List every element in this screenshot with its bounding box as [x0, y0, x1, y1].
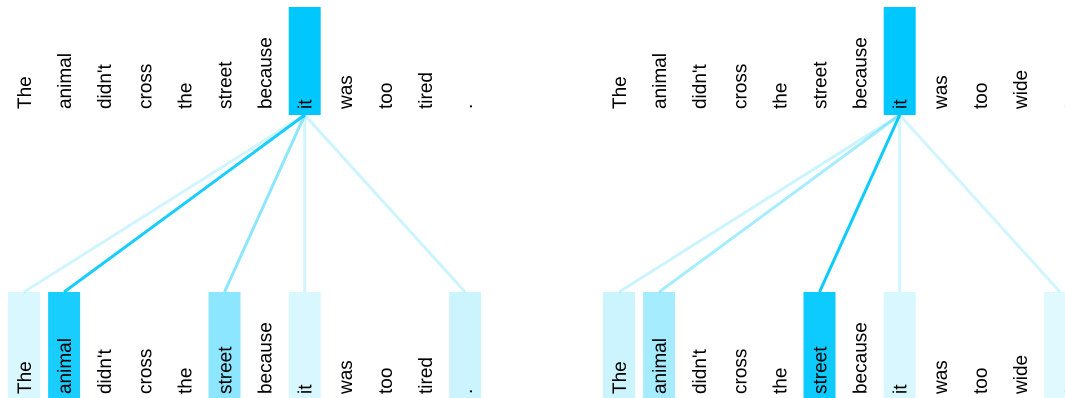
bottom-token: the — [175, 368, 196, 394]
top-token: street — [216, 61, 237, 109]
query-highlight — [883, 7, 916, 115]
attention-line-11 — [303, 113, 467, 294]
bottom-token: wide — [1011, 355, 1032, 395]
attention-line-5 — [223, 114, 307, 293]
top-token: tired — [416, 72, 437, 109]
attention-line-1 — [658, 113, 901, 294]
top-token: too — [971, 83, 992, 109]
top-token: was — [336, 75, 357, 110]
top-token: The — [610, 76, 631, 109]
bottom-token: too — [971, 368, 992, 394]
attention-line-1 — [63, 113, 306, 294]
bottom-token: animal — [55, 338, 76, 394]
bottom-token: it — [891, 384, 912, 394]
attention-line-11 — [898, 113, 1062, 294]
top-token: cross — [730, 64, 751, 109]
top-token: street — [811, 61, 832, 109]
attention-line-5 — [818, 114, 902, 293]
bottom-token: it — [296, 384, 317, 394]
attention-panel-1: The animal didn't cross the street because it wa… — [8, 7, 482, 398]
top-token: didn't — [95, 63, 116, 109]
bottom-token: . — [1051, 389, 1065, 394]
query-highlight — [288, 7, 321, 115]
bottom-token: didn't — [95, 348, 116, 394]
bottom-token: tired — [416, 357, 437, 394]
bottom-token: cross — [135, 349, 156, 394]
top-token: . — [456, 104, 477, 109]
attention-weight-box-11 — [1044, 292, 1065, 398]
top-token: animal — [650, 53, 671, 109]
top-token: it — [891, 99, 912, 109]
top-token: cross — [135, 64, 156, 109]
bottom-token: was — [336, 360, 357, 395]
attention-weight-box-0 — [8, 292, 40, 398]
bottom-token: was — [931, 360, 952, 395]
top-token: because — [256, 37, 277, 109]
attention-line-0 — [618, 113, 901, 294]
top-token: wide — [1011, 70, 1032, 110]
attention-panel-2: The animal didn't cross the street because it wa… — [603, 7, 1065, 398]
bottom-token: . — [456, 389, 477, 394]
top-token: . — [1051, 104, 1065, 109]
attention-weight-box-1 — [48, 292, 81, 398]
attention-weight-box-0 — [603, 292, 635, 398]
bottom-token: The — [610, 361, 631, 394]
bottom-token: the — [770, 368, 791, 394]
attention-weight-box-5 — [208, 292, 241, 398]
bottom-token: The — [15, 361, 36, 394]
top-token: too — [376, 83, 397, 109]
top-token: the — [770, 83, 791, 109]
attention-weight-box-7 — [883, 292, 916, 398]
top-token: The — [15, 76, 36, 109]
attention-line-0 — [23, 113, 306, 294]
bottom-token: because — [851, 322, 872, 394]
attention-weight-box-7 — [288, 292, 321, 398]
top-token: it — [296, 99, 317, 109]
bottom-token: too — [376, 368, 397, 394]
bottom-token: didn't — [690, 348, 711, 394]
bottom-token: animal — [650, 338, 671, 394]
bottom-token: cross — [730, 349, 751, 394]
attention-weight-box-1 — [643, 292, 676, 398]
top-token: didn't — [690, 63, 711, 109]
top-token: was — [931, 75, 952, 110]
bottom-token: street — [811, 346, 832, 394]
attention-weight-box-11 — [449, 292, 482, 398]
top-token: animal — [55, 53, 76, 109]
bottom-token: because — [256, 322, 277, 394]
bottom-token: street — [216, 346, 237, 394]
top-token: the — [175, 83, 196, 109]
top-token: because — [851, 37, 872, 109]
attention-weight-box-5 — [803, 292, 836, 398]
